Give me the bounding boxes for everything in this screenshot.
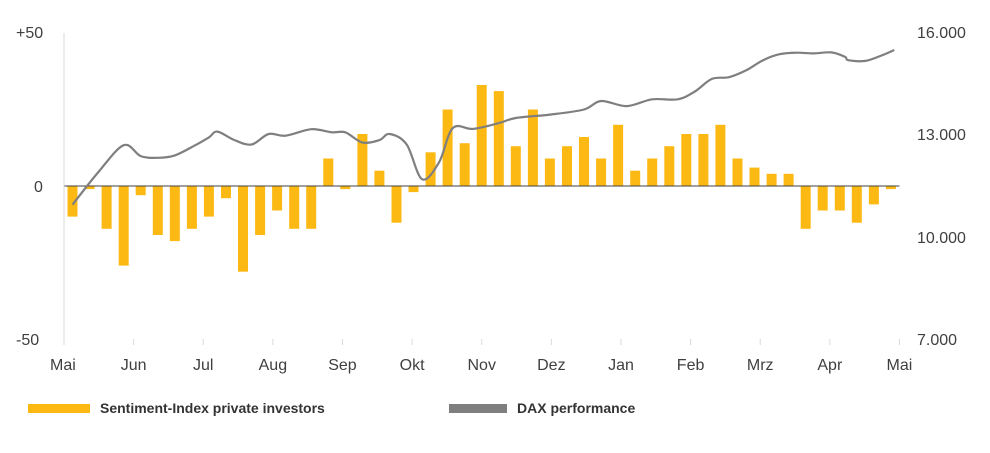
x-tick-label-1: Jun bbox=[121, 357, 147, 374]
sentiment-bar-17 bbox=[357, 134, 368, 186]
sentiment-bar-23 bbox=[459, 143, 470, 186]
sentiment-bar-7 bbox=[186, 186, 197, 229]
legend-sentiment: Sentiment-Index private investors bbox=[28, 400, 325, 416]
x-tick-label-9: Feb bbox=[677, 357, 705, 374]
y-left-tick-minus50: -50 bbox=[16, 332, 39, 349]
sentiment-bar-31 bbox=[596, 158, 607, 186]
sentiment-bar-44 bbox=[817, 186, 828, 211]
y-left-tick-zero: 0 bbox=[34, 179, 43, 196]
sentiment-bar-21 bbox=[425, 152, 436, 186]
y-right-tick-16000: 16.000 bbox=[917, 25, 966, 42]
y-left-tick-plus50: +50 bbox=[16, 25, 43, 42]
legend-dax: DAX performance bbox=[449, 400, 635, 416]
sentiment-bar-20 bbox=[408, 186, 419, 193]
sentiment-bar-16 bbox=[340, 186, 351, 190]
sentiment-bar-1 bbox=[84, 186, 95, 190]
sentiment-bar-12 bbox=[272, 186, 283, 211]
sentiment-bar-22 bbox=[442, 109, 453, 186]
x-tick-label-6: Nov bbox=[467, 357, 495, 374]
sentiment-bar-18 bbox=[374, 170, 385, 186]
sentiment-bar-27 bbox=[527, 109, 538, 186]
legend-swatch-bars bbox=[28, 403, 90, 413]
sentiment-bar-39 bbox=[732, 158, 743, 186]
sentiment-bar-35 bbox=[664, 146, 675, 186]
sentiment-bar-46 bbox=[851, 186, 862, 223]
sentiment-bar-11 bbox=[255, 186, 266, 235]
sentiment-bar-3 bbox=[118, 186, 129, 266]
sentiment-bar-33 bbox=[630, 170, 641, 186]
x-tick-label-11: Apr bbox=[817, 357, 843, 374]
x-tick-label-0: Mai bbox=[50, 357, 76, 374]
x-tick-label-8: Jan bbox=[608, 357, 634, 374]
sentiment-bar-6 bbox=[169, 186, 180, 242]
sentiment-bar-32 bbox=[613, 124, 624, 186]
legend-swatch-line bbox=[449, 403, 507, 413]
sentiment-bar-13 bbox=[289, 186, 300, 229]
sentiment-bar-30 bbox=[579, 137, 589, 186]
y-right-tick-10000: 10.000 bbox=[917, 230, 966, 247]
y-right-tick-7000: 7.000 bbox=[917, 332, 957, 349]
sentiment-bar-28 bbox=[544, 158, 555, 186]
sentiment-bar-48 bbox=[885, 186, 896, 190]
sentiment-bars bbox=[67, 85, 896, 272]
sentiment-bar-9 bbox=[221, 186, 231, 199]
sentiment-bar-37 bbox=[698, 134, 709, 186]
sentiment-bar-0 bbox=[67, 186, 78, 217]
x-tick-label-5: Okt bbox=[400, 357, 425, 374]
sentiment-bar-2 bbox=[101, 186, 112, 229]
sentiment-bar-14 bbox=[306, 186, 317, 229]
x-axis-ticks: Mai Jun Jul Aug Sep Okt Nov Dez Jan Feb Mrz Apr Mai bbox=[50, 33, 912, 374]
sentiment-bar-38 bbox=[715, 124, 726, 186]
sentiment-bar-24 bbox=[476, 85, 487, 186]
sentiment-bar-15 bbox=[323, 158, 334, 186]
dax-performance-line bbox=[71, 48, 895, 206]
x-tick-label-2: Jul bbox=[193, 357, 213, 374]
sentiment-bar-36 bbox=[681, 134, 692, 186]
sentiment-bar-19 bbox=[391, 186, 402, 223]
x-tick-label-12: Mai bbox=[887, 357, 913, 374]
sentiment-bar-29 bbox=[562, 146, 572, 186]
x-tick-label-4: Sep bbox=[328, 357, 357, 374]
sentiment-bar-5 bbox=[152, 186, 163, 235]
sentiment-bar-47 bbox=[868, 186, 879, 205]
sentiment-bar-26 bbox=[510, 146, 521, 186]
legend-label-sentiment: Sentiment-Index private investors bbox=[100, 400, 325, 416]
sentiment-bar-41 bbox=[766, 173, 777, 186]
sentiment-bar-4 bbox=[135, 186, 146, 196]
sentiment-bar-25 bbox=[493, 91, 504, 186]
sentiment-bar-10 bbox=[238, 186, 248, 272]
legend-label-dax: DAX performance bbox=[517, 400, 636, 416]
sentiment-bar-34 bbox=[647, 158, 658, 186]
y-right-tick-13000: 13.000 bbox=[917, 127, 966, 144]
sentiment-bar-45 bbox=[834, 186, 845, 211]
x-tick-label-3: Aug bbox=[259, 357, 287, 374]
sentiment-bar-43 bbox=[800, 186, 811, 229]
sentiment-bar-40 bbox=[749, 167, 760, 186]
x-tick-label-7: Dez bbox=[537, 357, 565, 374]
sentiment-bar-8 bbox=[203, 186, 214, 217]
sentiment-bar-42 bbox=[783, 173, 794, 186]
x-tick-label-10: Mrz bbox=[747, 357, 774, 374]
